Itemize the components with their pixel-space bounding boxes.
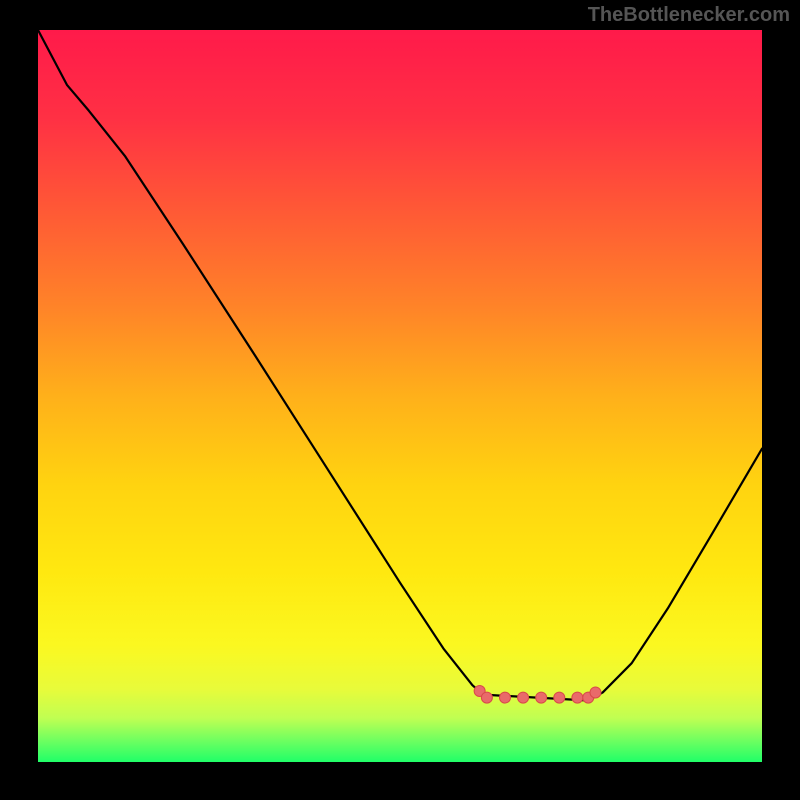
curve-marker	[572, 692, 583, 703]
curve-marker	[554, 692, 565, 703]
chart-container: TheBottlenecker.com	[0, 0, 800, 800]
curve-marker	[518, 692, 529, 703]
plot-background	[38, 30, 762, 762]
curve-marker	[481, 692, 492, 703]
watermark-text: TheBottlenecker.com	[588, 4, 790, 27]
bottleneck-chart	[0, 0, 800, 800]
curve-marker	[499, 692, 510, 703]
curve-marker	[590, 687, 601, 698]
curve-marker	[536, 692, 547, 703]
